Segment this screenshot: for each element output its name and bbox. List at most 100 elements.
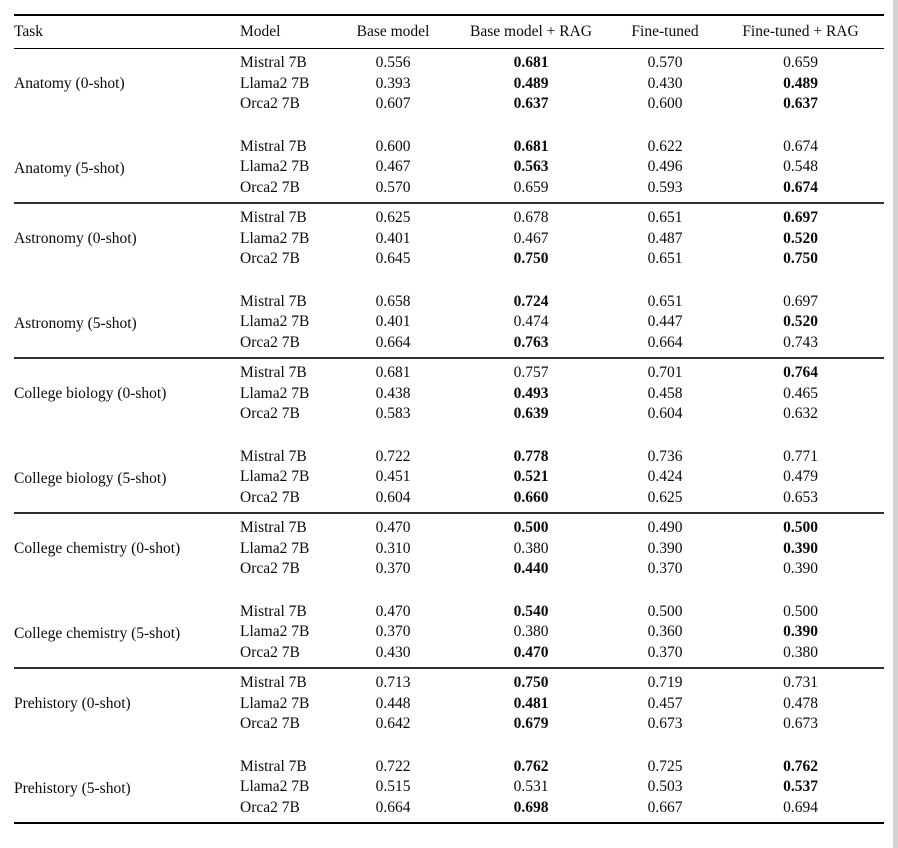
- task-label: College chemistry (0-shot): [14, 539, 181, 557]
- score-cell: 0.500: [783, 602, 818, 620]
- model-row: Llama2 7B 0.515 0.531 0.503 0.537: [14, 777, 884, 798]
- score-cell: 0.401: [375, 229, 411, 247]
- score-cell: 0.380: [513, 539, 549, 557]
- score-cell: 0.451: [375, 468, 411, 485]
- score-cell: 0.674: [783, 137, 818, 155]
- score-cell: 0.664: [375, 333, 411, 351]
- score-cell: 0.681: [513, 137, 549, 155]
- score-cell: 0.479: [783, 468, 818, 485]
- score-cell: 0.515: [375, 778, 411, 795]
- model-row: Llama2 7B 0.451 0.521 0.424 0.479: [14, 467, 884, 488]
- score-cell: 0.500: [513, 519, 549, 536]
- score-cell: 0.447: [647, 313, 683, 330]
- score-cell: 0.489: [513, 74, 549, 92]
- score-cell: 0.664: [647, 333, 683, 351]
- col-header-task: Task: [14, 15, 240, 49]
- score-cell: 0.310: [375, 539, 411, 557]
- model-row: College biology (5-shot) Mistral 7B 0.722 0…: [14, 447, 884, 488]
- task-label: College chemistry (5-shot): [14, 625, 181, 642]
- score-cell: 0.503: [647, 778, 683, 795]
- score-cell: 0.440: [513, 560, 549, 577]
- task-section: College chemistry (0-shot) Mistral 7B 0.47…: [14, 513, 884, 668]
- score-cell: 0.763: [513, 333, 549, 351]
- header-row: Task Model Base model Base model + RAG F…: [14, 15, 884, 49]
- score-cell: 0.424: [647, 468, 683, 485]
- model-name: Mistral 7B: [240, 54, 307, 71]
- score-cell: 0.678: [513, 209, 549, 226]
- score-cell: 0.651: [647, 209, 683, 226]
- block-spacer: [14, 735, 884, 757]
- model-name: Llama2 7B: [240, 384, 310, 402]
- model-row: Orca2 7B 0.570 0.659 0.593 0.674: [14, 178, 884, 204]
- score-cell: 0.470: [513, 643, 549, 661]
- model-row: Llama2 7B 0.393 0.489 0.430 0.489: [14, 74, 884, 95]
- score-cell: 0.457: [647, 694, 683, 712]
- score-cell: 0.778: [513, 447, 549, 465]
- model-row: Llama2 7B 0.401 0.467 0.487 0.520: [14, 229, 884, 250]
- score-cell: 0.725: [647, 757, 683, 775]
- score-cell: 0.537: [783, 778, 818, 795]
- score-cell: 0.487: [647, 229, 683, 247]
- score-cell: 0.370: [375, 560, 411, 577]
- model-name: Mistral 7B: [240, 364, 307, 381]
- model-row: Llama2 7B 0.370 0.380 0.360 0.390: [14, 622, 884, 643]
- score-cell: 0.673: [783, 715, 818, 732]
- model-row: Prehistory (5-shot) Mistral 7B 0.722 0.762 0…: [14, 757, 884, 798]
- model-name: Llama2 7B: [240, 539, 310, 557]
- model-name: Orca2 7B: [240, 560, 300, 577]
- model-row: College chemistry (5-shot) Mistral 7B 0.47…: [14, 602, 884, 643]
- score-cell: 0.438: [375, 384, 411, 402]
- model-name: Mistral 7B: [240, 292, 307, 310]
- block-spacer: [14, 270, 884, 292]
- score-cell: 0.474: [513, 313, 549, 330]
- model-name: Llama2 7B: [240, 694, 310, 712]
- score-cell: 0.604: [375, 488, 411, 506]
- score-cell: 0.653: [783, 488, 818, 506]
- model-name: Llama2 7B: [240, 623, 310, 640]
- score-cell: 0.548: [783, 158, 818, 175]
- score-cell: 0.743: [783, 333, 818, 351]
- score-cell: 0.622: [647, 137, 683, 155]
- score-cell: 0.470: [375, 519, 411, 536]
- model-row: Orca2 7B 0.583 0.639 0.604 0.632: [14, 404, 884, 425]
- score-cell: 0.736: [647, 447, 683, 465]
- score-cell: 0.478: [783, 694, 818, 712]
- score-cell: 0.467: [375, 158, 411, 175]
- score-cell: 0.520: [783, 229, 818, 247]
- score-cell: 0.583: [375, 405, 411, 422]
- score-cell: 0.430: [375, 643, 411, 661]
- score-cell: 0.520: [783, 313, 818, 330]
- model-name: Mistral 7B: [240, 447, 307, 465]
- scan-edge-artifact: [893, 0, 898, 848]
- task-label: Prehistory (5-shot): [14, 780, 131, 797]
- col-header-base-model: Base model: [337, 15, 449, 49]
- spacer-cell: [14, 115, 884, 137]
- spacer-cell: [14, 425, 884, 447]
- task-label: Astronomy (5-shot): [14, 315, 137, 332]
- model-name: Mistral 7B: [240, 209, 307, 226]
- model-row: Llama2 7B 0.448 0.481 0.457 0.478: [14, 694, 884, 715]
- spacer-cell: [14, 735, 884, 757]
- task-section: Anatomy (0-shot) Mistral 7B 0.556 0.681 0.57…: [14, 49, 884, 204]
- block-spacer: [14, 115, 884, 137]
- score-cell: 0.719: [647, 674, 683, 691]
- score-cell: 0.600: [375, 137, 411, 155]
- score-cell: 0.750: [513, 674, 549, 691]
- score-cell: 0.604: [647, 405, 683, 422]
- model-name: Llama2 7B: [240, 158, 310, 175]
- task-section: College biology (0-shot) Mistral 7B 0.681 0…: [14, 358, 884, 513]
- score-cell: 0.430: [647, 74, 683, 92]
- score-cell: 0.500: [783, 519, 818, 536]
- block-spacer: [14, 425, 884, 447]
- spacer-cell: [14, 270, 884, 292]
- score-cell: 0.493: [513, 384, 549, 402]
- model-name: Orca2 7B: [240, 333, 300, 351]
- model-row: Llama2 7B 0.438 0.493 0.458 0.465: [14, 384, 884, 405]
- score-cell: 0.625: [647, 488, 683, 506]
- model-name: Orca2 7B: [240, 405, 300, 422]
- model-row: Llama2 7B 0.401 0.474 0.447 0.520: [14, 312, 884, 333]
- model-name: Orca2 7B: [240, 798, 300, 816]
- score-cell: 0.658: [375, 292, 411, 310]
- score-cell: 0.470: [375, 602, 411, 620]
- score-cell: 0.681: [375, 364, 411, 381]
